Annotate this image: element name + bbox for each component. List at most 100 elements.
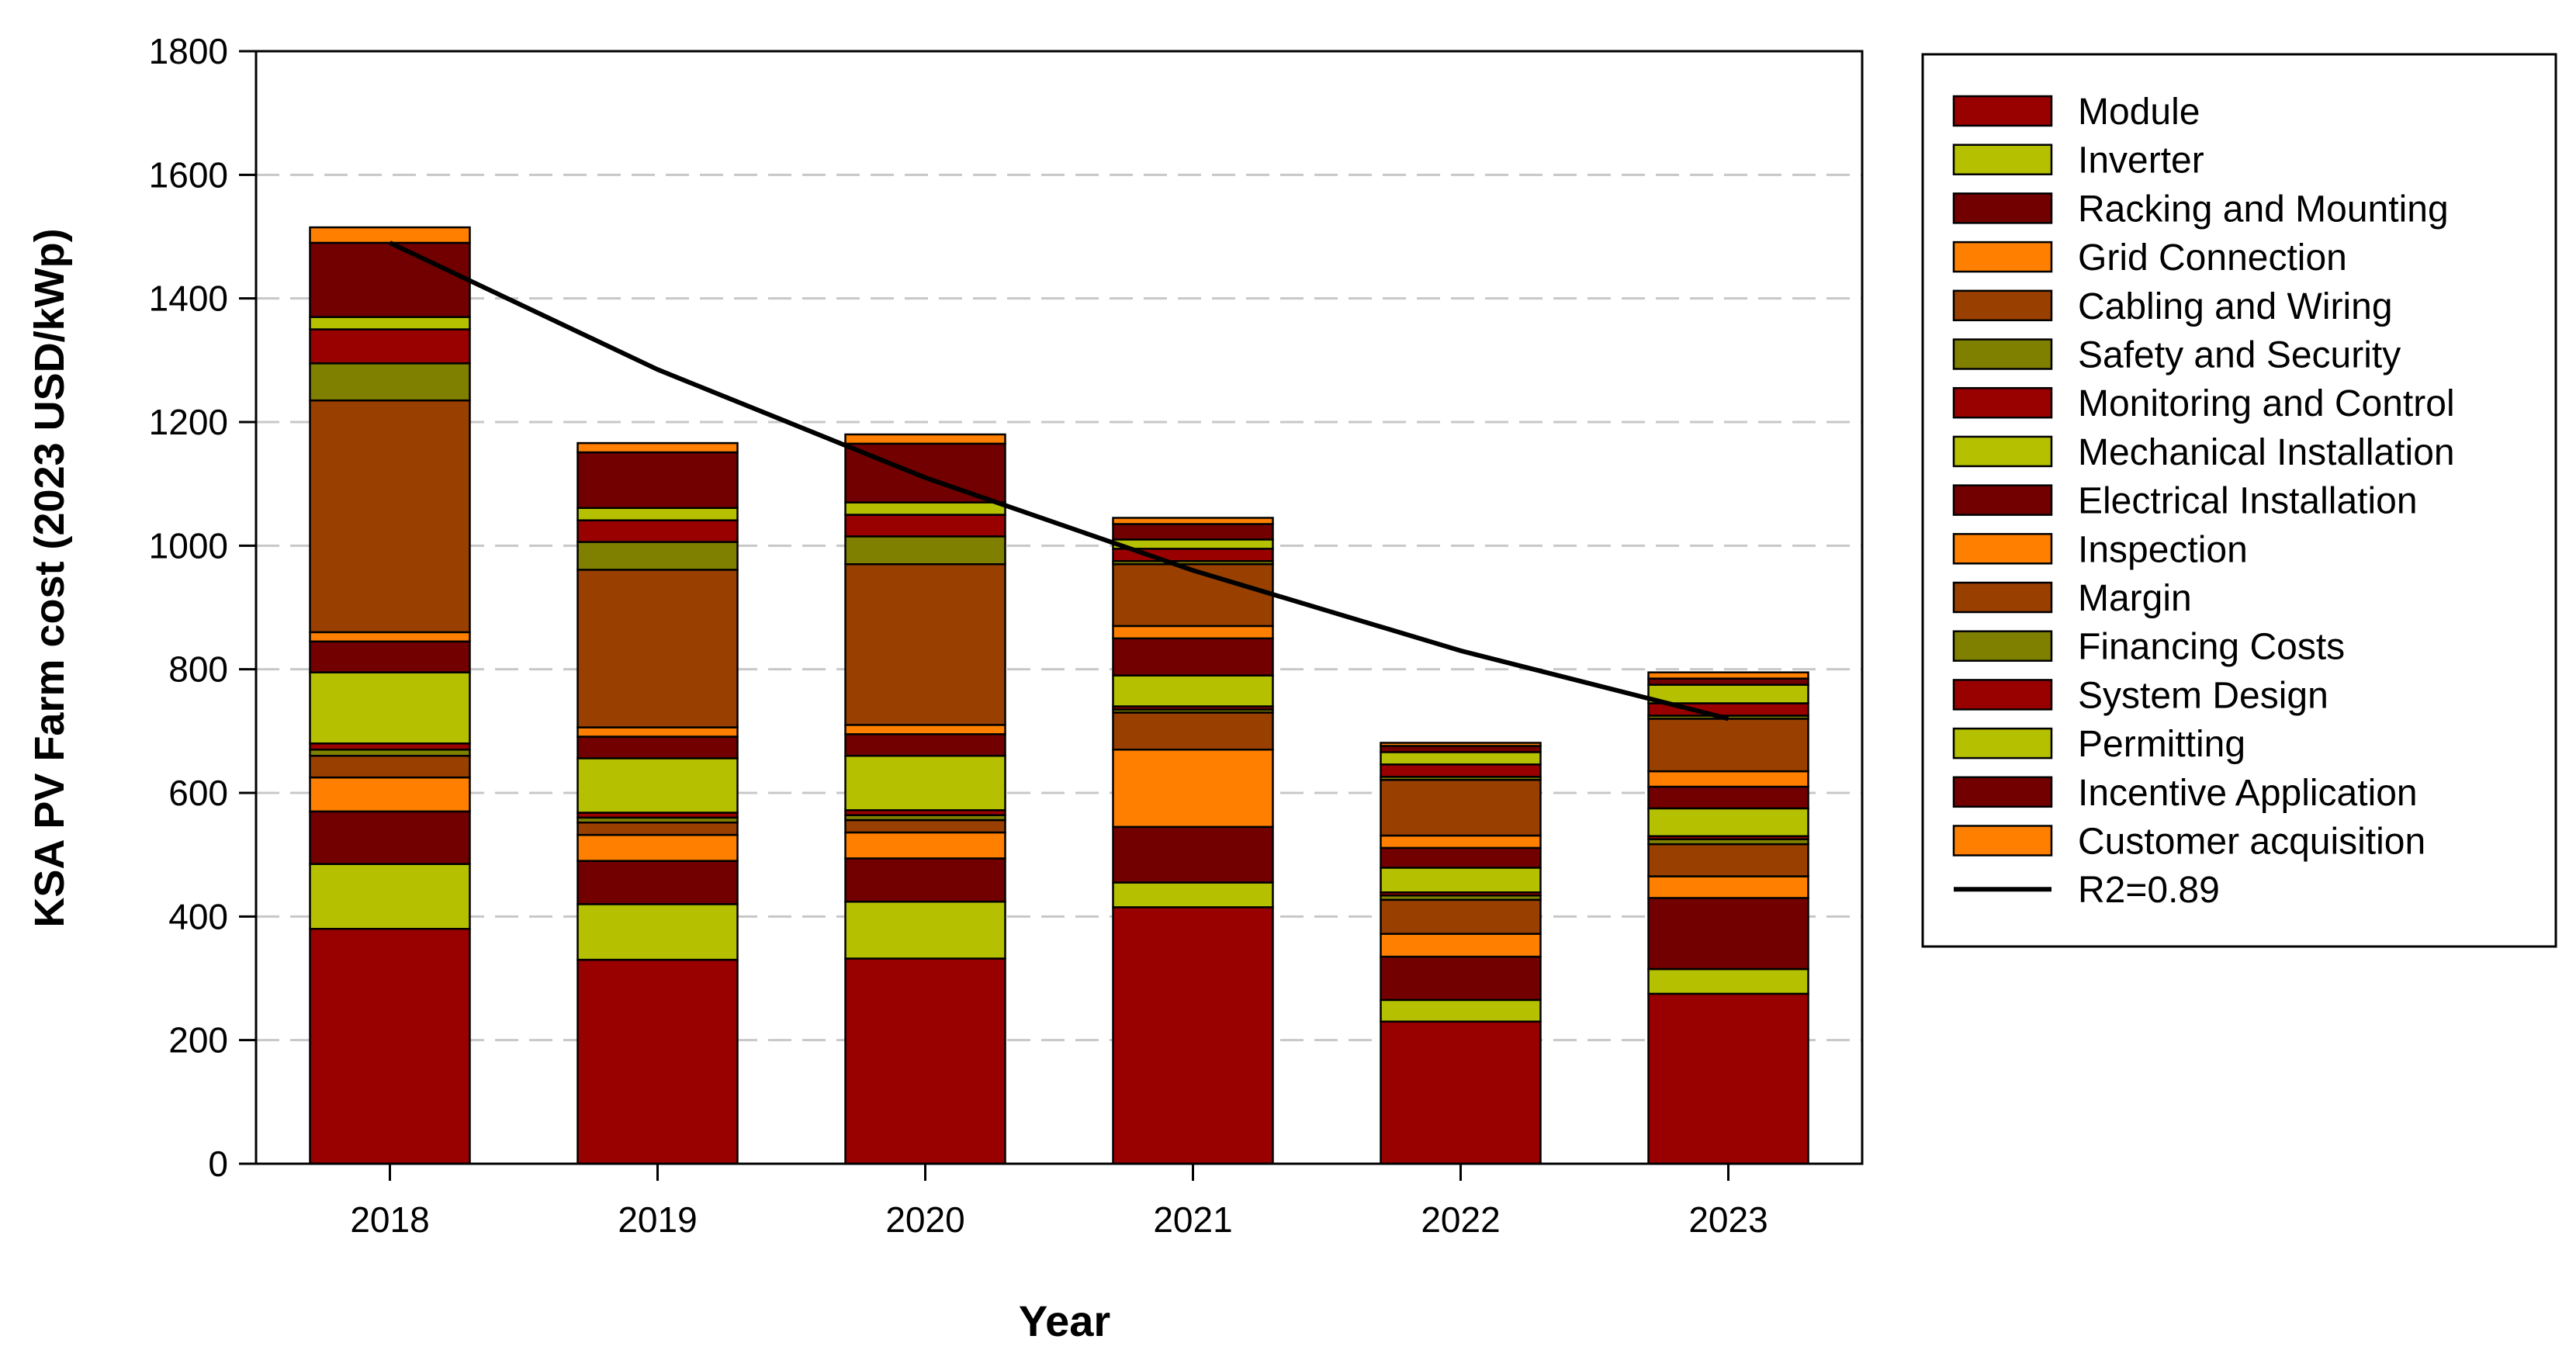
legend-swatch (1952, 192, 2053, 224)
legend-label: System Design (2078, 675, 2328, 716)
legend-label: R2=0.89 (2078, 870, 2220, 911)
legend-label: Racking and Mounting (2078, 189, 2449, 230)
x-tick-label: 2020 (885, 1199, 964, 1240)
legend-swatch (1952, 533, 2053, 565)
bar-segment (309, 671, 471, 745)
gridlines (256, 173, 1862, 1042)
bar-segment (309, 776, 471, 813)
legend-label: Mechanical Installation (2078, 432, 2455, 473)
bar-segment (844, 857, 1006, 903)
bar-segment (1112, 711, 1274, 751)
y-tick-label: 600 (168, 773, 228, 813)
legend-label: Customer acquisition (2078, 822, 2425, 863)
bar-segment (1380, 867, 1542, 894)
trendline (389, 241, 1729, 722)
bar-segment (309, 362, 471, 402)
bar-segment (576, 569, 739, 728)
bar-segment (844, 733, 1006, 757)
bar-segment (1380, 763, 1542, 778)
bar-segment (576, 833, 739, 862)
legend-label: Grid Connection (2078, 237, 2347, 279)
bar-segment (1380, 955, 1542, 1002)
legend-swatch (1952, 386, 2053, 419)
bar-segment (1380, 779, 1542, 837)
bar-segment (1647, 843, 1809, 877)
bar-segment (844, 957, 1006, 1165)
bar-segment (844, 562, 1006, 726)
bar-segment (1647, 992, 1809, 1165)
bar-segment (1112, 906, 1274, 1165)
bar-segment (1112, 674, 1274, 708)
y-axis-label: KSA PV Farm cost (2023 USD/kWp) (26, 228, 73, 927)
x-tick-label: 2021 (1153, 1199, 1232, 1240)
y-tick-label: 800 (168, 649, 228, 690)
bar-segment (1647, 684, 1809, 704)
bar-segment (1647, 770, 1809, 788)
bar-segment (576, 860, 739, 905)
bar-segment (309, 226, 471, 244)
bar-segment (1112, 523, 1274, 541)
legend-label: Inverter (2078, 140, 2204, 182)
bar-segment (576, 821, 739, 836)
bar-segment (1112, 538, 1274, 550)
bar-segment (1647, 718, 1809, 773)
bar-segment (1647, 875, 1809, 899)
bar-segment (576, 541, 739, 571)
legend-swatch (1952, 338, 2053, 370)
legend-swatch (1952, 630, 2053, 662)
bar-segment (309, 328, 471, 365)
legend-swatch (1952, 679, 2053, 711)
bar-segment (309, 928, 471, 1165)
bar-segment (844, 900, 1006, 960)
bar-segment (844, 818, 1006, 834)
y-tick-label: 0 (208, 1144, 228, 1184)
axes: 0 200 400 600 800 1000 1200 1400 1600 1800 2018 201… (149, 31, 1864, 1240)
legend-swatch (1952, 241, 2053, 273)
bar-segment (576, 903, 739, 961)
x-axis-label: Year (1019, 1296, 1110, 1345)
legend-label: Cabling and Wiring (2078, 286, 2393, 327)
x-tick-label: 2023 (1688, 1199, 1768, 1240)
bar-segment (1647, 785, 1809, 810)
bar-segment (1380, 742, 1542, 747)
bar-segment (309, 316, 471, 331)
bar-segment (309, 241, 471, 318)
y-tick-label: 1800 (149, 31, 228, 71)
bar-segment (309, 863, 471, 930)
bar-segment (844, 514, 1006, 538)
bar-segment (576, 726, 739, 738)
bar-segment (576, 519, 739, 543)
bar-segment (844, 501, 1006, 516)
bar-segment (576, 958, 739, 1165)
bar-segment (1380, 834, 1542, 850)
bar-segment (844, 442, 1006, 504)
bar-segment (1647, 807, 1809, 838)
bar-segment (309, 810, 471, 865)
legend-label: Margin (2078, 578, 2192, 619)
legend-label: Safety and Security (2078, 335, 2401, 376)
bar-segment (309, 754, 471, 779)
trendline-layer (389, 241, 1729, 722)
bar-segment (309, 631, 471, 643)
legend: Module Inverter Racking and Mounting Grid C… (1921, 53, 2557, 948)
plot-frame (254, 50, 1864, 1165)
bar-segment (309, 640, 471, 673)
bar-segment (1380, 898, 1542, 935)
bar-segment (576, 441, 739, 454)
bar-segment (1112, 637, 1274, 677)
legend-swatch (1952, 95, 2053, 127)
bar-segment (576, 451, 739, 509)
legend-label: Inspection (2078, 529, 2248, 570)
legend-label: Monitoring and Control (2078, 383, 2455, 424)
bar-segment (576, 735, 739, 760)
y-tick-label: 1200 (149, 402, 228, 442)
bar-segment (844, 433, 1006, 445)
bar-segment (844, 831, 1006, 860)
legend-label: Financing Costs (2078, 627, 2345, 668)
legend-label: Module (2078, 92, 2200, 133)
bar-segment (844, 724, 1006, 735)
x-tick-label: 2022 (1421, 1199, 1500, 1240)
bars (309, 226, 1809, 1165)
